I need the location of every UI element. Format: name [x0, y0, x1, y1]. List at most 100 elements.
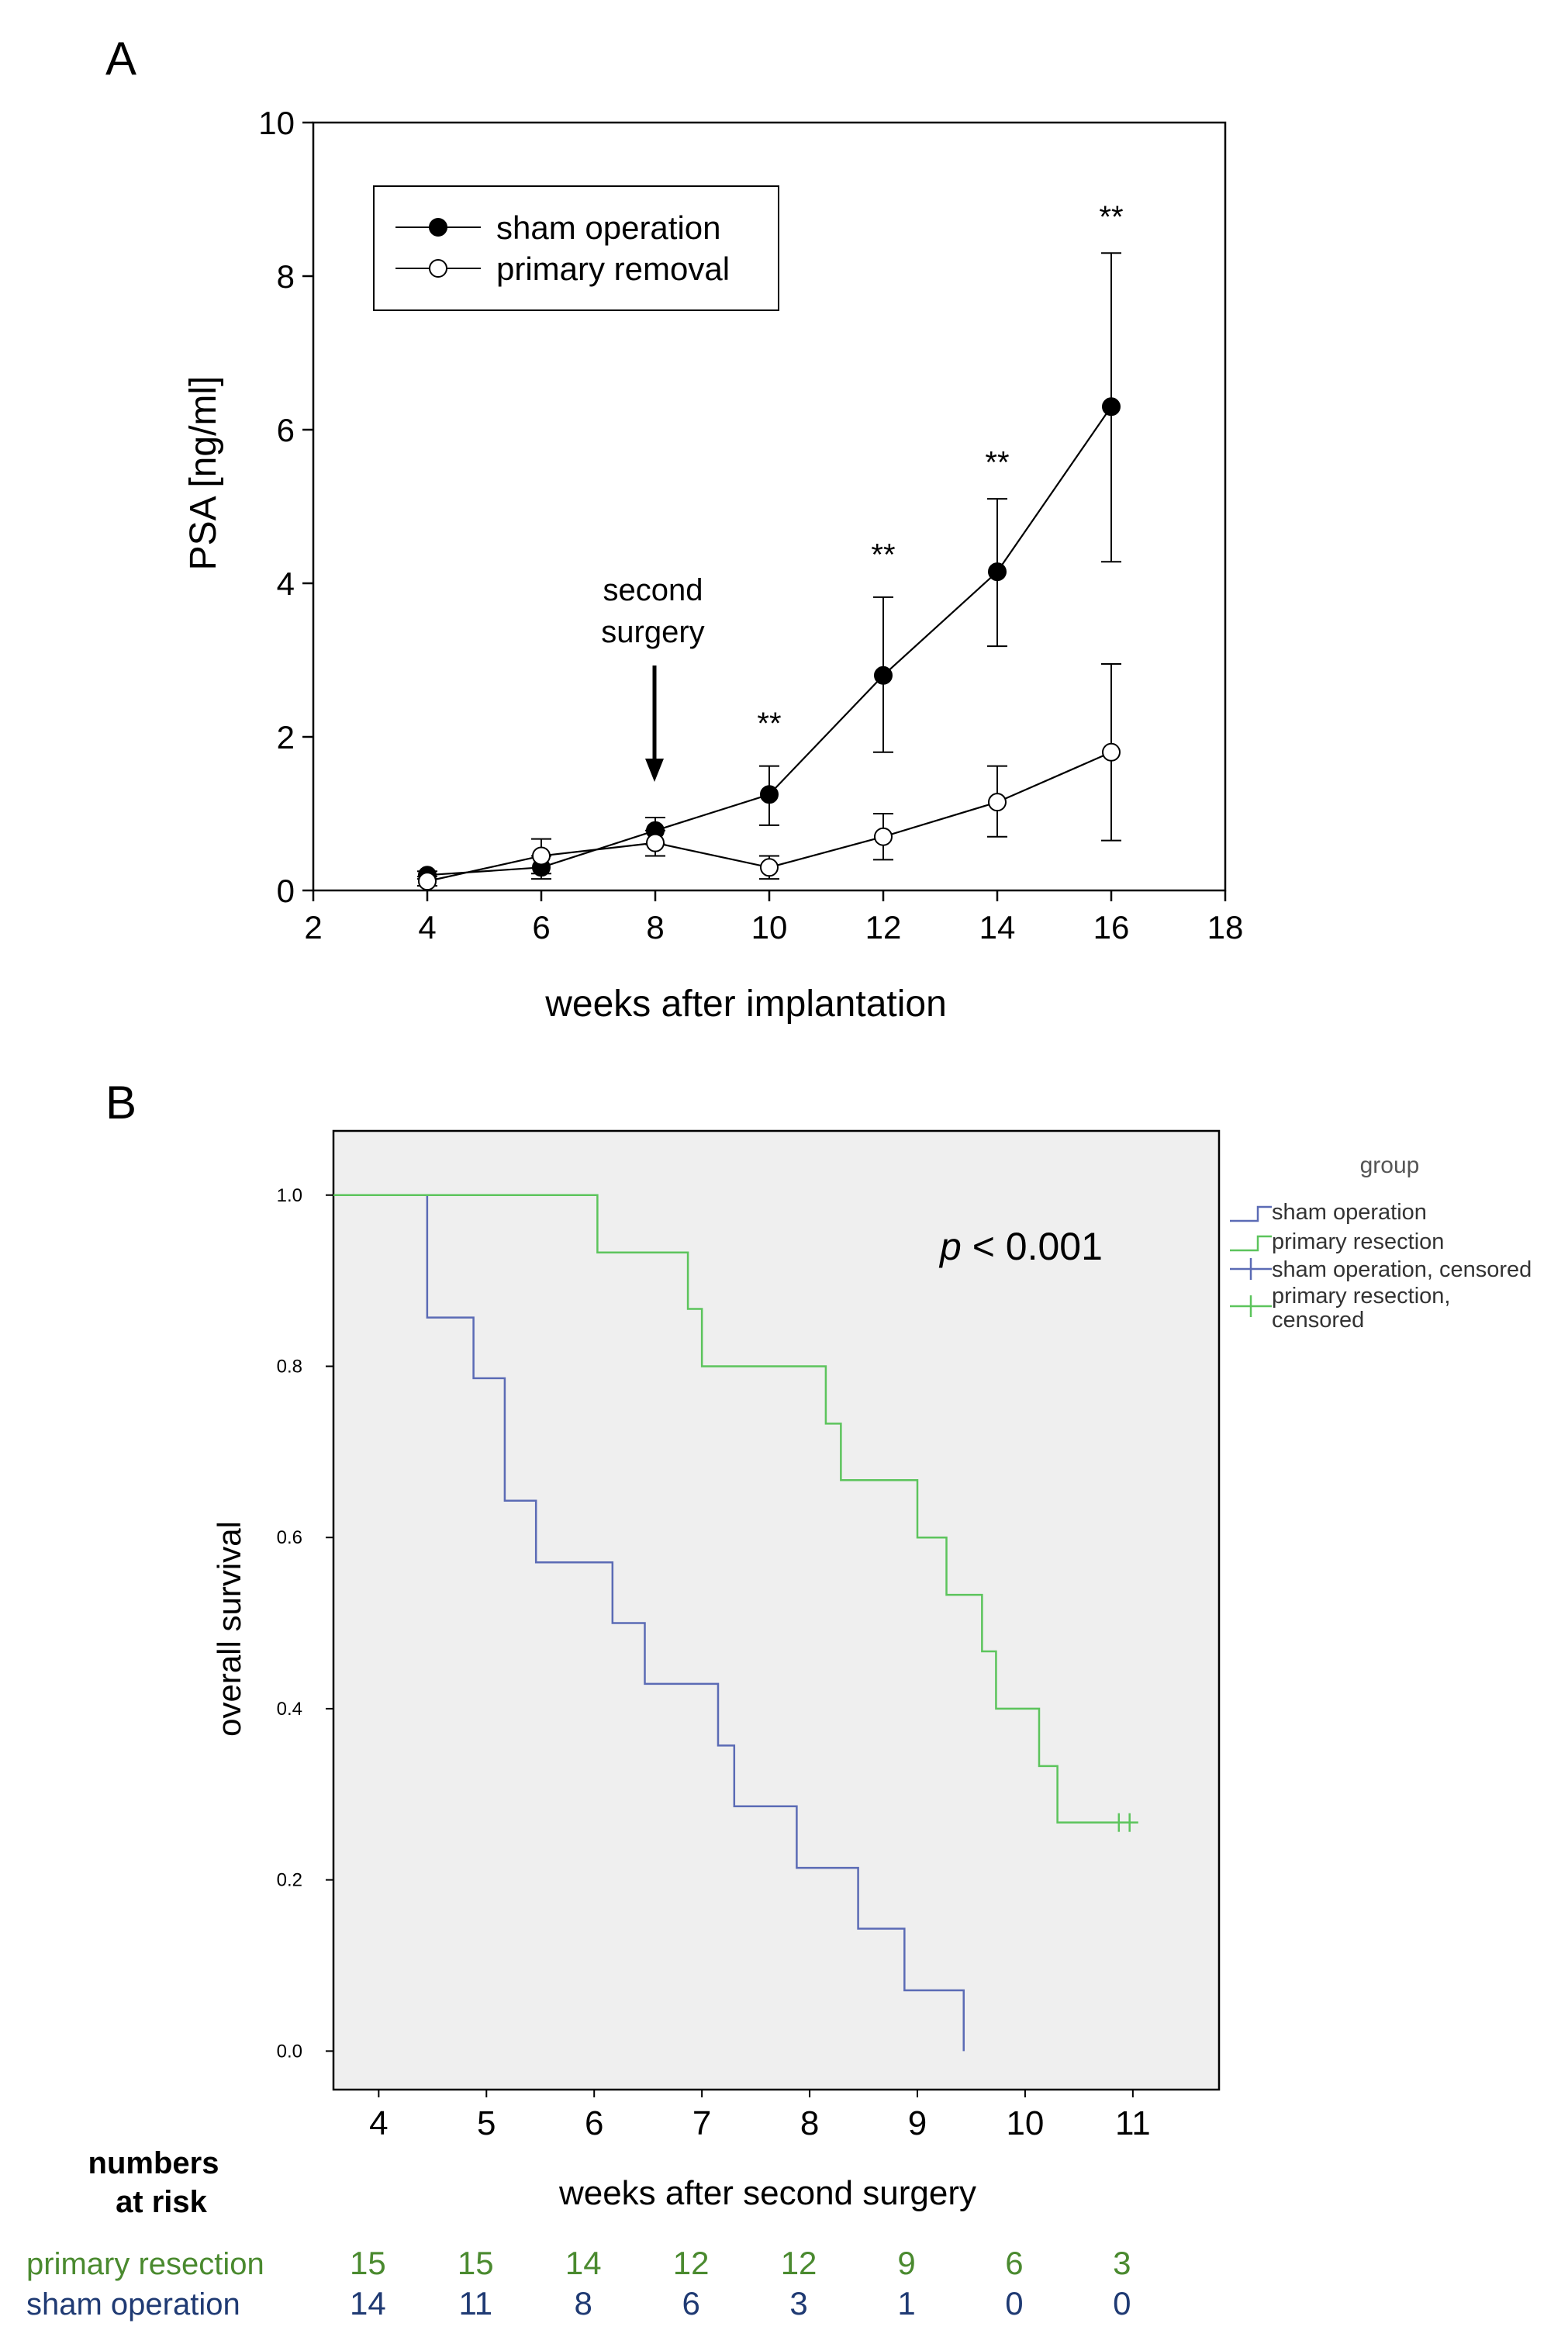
a-x-tick-label: 6 — [532, 909, 550, 946]
panel-a-legend-box — [373, 185, 779, 311]
risk-sham-count: 0 — [1113, 2285, 1131, 2322]
risk-table-cells: 15 14 15 11 14 8 12 6 12 3 9 1 6 0 3 0 — [350, 2245, 1131, 2322]
panel-a-y-axis-label: PSA [ng/ml] — [183, 376, 224, 571]
legend-removal-marker — [429, 259, 447, 278]
risk-table-title-line1: numbers — [88, 2146, 219, 2180]
data-point-removal — [874, 827, 893, 846]
a-x-tick-label: 16 — [1093, 909, 1130, 946]
b-y-tick-label: 0.4 — [277, 1699, 302, 1720]
a-y-tick-label: 2 — [277, 719, 295, 755]
panel-label-b: B — [105, 1077, 136, 1129]
p-value-text: < 0.001 — [962, 1225, 1103, 1268]
b-x-tick-label: 9 — [908, 2104, 927, 2142]
b-y-tick-label: 0.2 — [277, 1870, 302, 1891]
second-surgery-label-line2: surgery — [601, 615, 704, 649]
a-x-tick-label: 8 — [646, 909, 664, 946]
panel-b-x-axis-label: weeks after second surgery — [558, 2174, 976, 2212]
a-y-tick-label: 4 — [277, 565, 295, 602]
significance-marker: ** — [757, 707, 781, 741]
panel-a-y-ticks: 0 2 4 6 8 10 — [258, 105, 313, 909]
risk-sham-count: 3 — [789, 2285, 807, 2322]
panel-b-legend-title: group — [1360, 1153, 1420, 1178]
a-x-tick-label: 12 — [865, 909, 902, 946]
legend-b-sham-label: sham operation — [1272, 1200, 1427, 1225]
significance-marker: ** — [871, 538, 895, 572]
b-x-tick-label: 7 — [692, 2104, 711, 2142]
risk-primary-count: 9 — [897, 2245, 915, 2281]
second-surgery-arrow-head — [645, 759, 664, 782]
b-y-tick-label: 0.8 — [277, 1356, 302, 1377]
p-value-symbol: p — [938, 1225, 962, 1268]
legend-b-sham-censored-label: sham operation, censored — [1272, 1257, 1532, 1282]
significance-marker: ** — [1099, 200, 1123, 234]
a-x-tick-label: 14 — [979, 909, 1016, 946]
legend-b-primary: primary resection — [1230, 1229, 1444, 1254]
p-value-annotation: p < 0.001 — [938, 1225, 1103, 1268]
panel-b-y-ticks: 0.0 0.2 0.4 0.6 0.8 1.0 — [277, 1185, 333, 2062]
data-point-removal — [532, 846, 551, 866]
b-x-tick-label: 10 — [1006, 2104, 1044, 2142]
panel-label-a: A — [105, 33, 136, 85]
risk-sham-count: 0 — [1005, 2285, 1023, 2322]
panel-b-y-axis-label: overall survival — [211, 1521, 247, 1737]
panel-a: 0 2 4 6 8 10 2 4 6 8 10 12 14 16 18 PSA [ng/ml] weeks… — [183, 105, 1243, 1025]
legend-b-primary-label: primary resection — [1272, 1229, 1444, 1254]
risk-primary-count: 12 — [781, 2245, 817, 2281]
significance-marker: ** — [985, 446, 1009, 480]
risk-primary-count: 6 — [1005, 2245, 1023, 2281]
b-x-tick-label: 6 — [585, 2104, 603, 2142]
risk-table: numbers at risk primary resection sham o… — [26, 2146, 1131, 2322]
risk-table-sham-label: sham operation — [26, 2287, 240, 2322]
plot-b-background — [332, 1129, 1221, 2091]
panel-b-x-ticks: 4 5 6 7 8 9 10 11 — [369, 2090, 1151, 2142]
legend-b-primary-censored-label-1: primary resection, — [1272, 1284, 1450, 1309]
panel-a-x-axis-label: weeks after implantation — [544, 984, 947, 1025]
legend-b-sham-step — [1230, 1205, 1272, 1222]
data-point-sham — [1102, 397, 1121, 417]
legend-b-sham: sham operation — [1230, 1200, 1427, 1225]
a-y-tick-label: 10 — [258, 105, 295, 141]
legend-b-primary-censored-label-2: censored — [1272, 1308, 1364, 1333]
risk-table-primary-label: primary resection — [26, 2247, 264, 2281]
data-point-removal — [760, 858, 779, 877]
a-y-tick-label: 6 — [277, 412, 295, 448]
a-y-tick-label: 8 — [277, 258, 295, 295]
panel-a-x-ticks: 2 4 6 8 10 12 14 16 18 — [304, 890, 1243, 946]
risk-sham-count: 6 — [682, 2285, 699, 2322]
risk-primary-count: 3 — [1113, 2245, 1131, 2281]
survival-curve-primary — [333, 1194, 1138, 1824]
risk-table-title-line2: at risk — [116, 2185, 208, 2219]
second-surgery-label-line1: second — [603, 573, 703, 607]
risk-primary-count: 15 — [350, 2245, 386, 2281]
b-y-tick-label: 0.6 — [277, 1527, 302, 1548]
b-x-tick-label: 8 — [800, 2104, 819, 2142]
legend-removal-label: primary removal — [496, 251, 730, 287]
risk-sham-count: 11 — [458, 2285, 492, 2322]
risk-primary-count: 15 — [458, 2245, 494, 2281]
legend-sham-marker — [429, 218, 447, 237]
panel-a-data: ** ** ** ** — [417, 200, 1124, 891]
a-y-tick-label: 0 — [277, 873, 295, 909]
data-point-sham — [874, 666, 893, 685]
legend-b-sham-censored: sham operation, censored — [1230, 1257, 1532, 1282]
data-point-removal — [1102, 742, 1121, 762]
a-x-tick-label: 4 — [418, 909, 436, 946]
risk-sham-count: 14 — [350, 2285, 386, 2322]
data-point-removal — [646, 833, 665, 852]
a-x-tick-label: 18 — [1207, 909, 1244, 946]
b-x-tick-label: 11 — [1115, 2104, 1151, 2142]
legend-sham-label: sham operation — [496, 209, 721, 246]
legend-b-primary-step — [1230, 1235, 1272, 1252]
b-y-tick-label: 1.0 — [277, 1185, 302, 1206]
data-point-sham — [760, 785, 779, 804]
data-point-removal — [418, 872, 437, 891]
b-x-tick-label: 5 — [477, 2104, 496, 2142]
b-x-tick-label: 4 — [369, 2104, 388, 2142]
data-point-sham — [988, 562, 1007, 582]
survival-curve-sham — [333, 1194, 965, 2052]
panel-b-data — [333, 1194, 1138, 2052]
b-y-tick-label: 0.0 — [277, 2041, 302, 2062]
risk-primary-count: 12 — [673, 2245, 710, 2281]
risk-primary-count: 14 — [565, 2245, 602, 2281]
